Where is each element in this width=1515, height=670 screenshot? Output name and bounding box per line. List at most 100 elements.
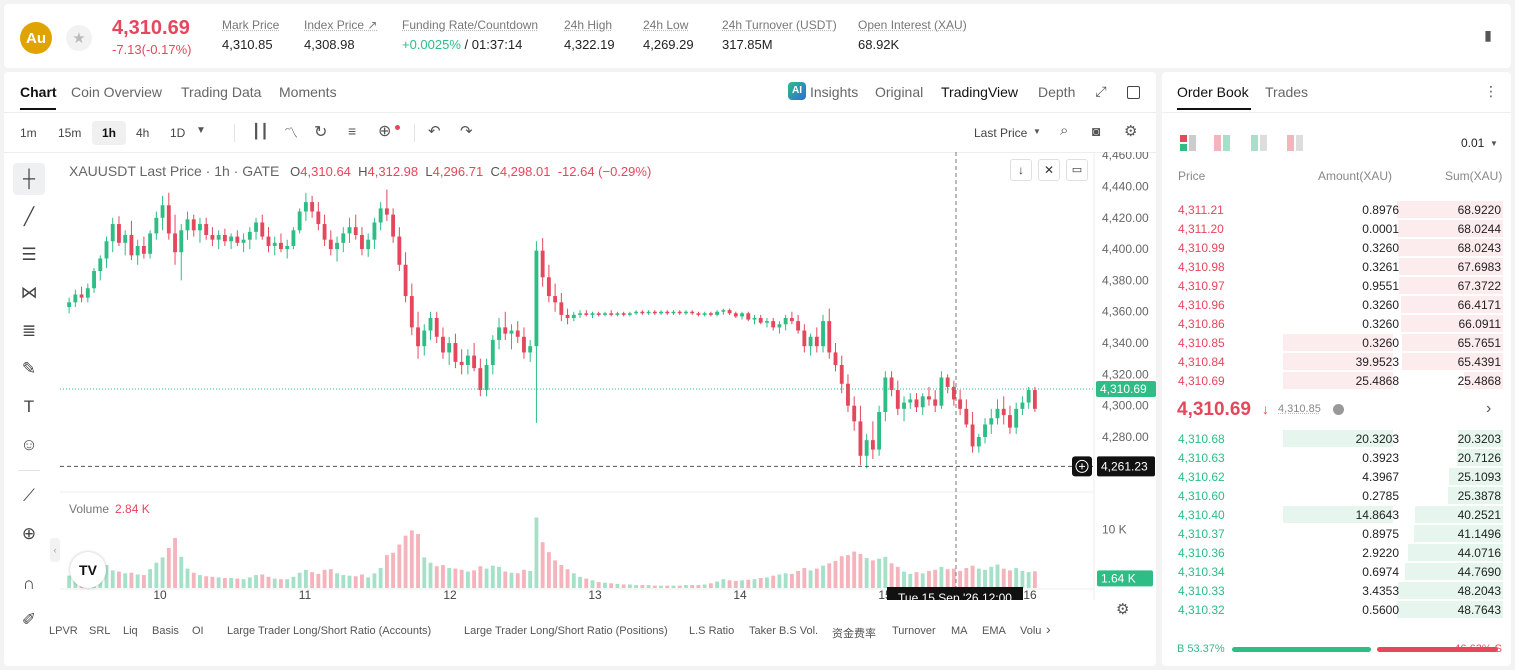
- bid-row[interactable]: 4,310.62 4.3967 25.1093: [1178, 467, 1503, 486]
- ask-row[interactable]: 4,310.86 0.3260 66.0911: [1178, 314, 1503, 333]
- view-bids-icon[interactable]: [1251, 135, 1267, 151]
- interval-1d[interactable]: 1D: [170, 126, 186, 140]
- indicator-turnover[interactable]: Turnover: [892, 625, 936, 637]
- pencil-lock-tool-icon[interactable]: ✐: [21, 610, 37, 629]
- indicator-scroll-right-icon[interactable]: ›: [1046, 621, 1051, 637]
- tab-depth[interactable]: Depth: [1038, 84, 1076, 100]
- ask-row[interactable]: 4,310.85 0.3260 65.7651: [1178, 333, 1503, 352]
- ask-row[interactable]: 4,310.98 0.3261 67.6983: [1178, 257, 1503, 276]
- insights-button[interactable]: Insights: [810, 84, 859, 100]
- candle-style-icon[interactable]: ┃┃: [252, 123, 269, 139]
- indicator-ema[interactable]: EMA: [982, 625, 1006, 637]
- download-icon[interactable]: ↓: [1010, 159, 1032, 181]
- magnet-tool-icon[interactable]: ∩: [22, 574, 36, 593]
- indicator-srl[interactable]: SRL: [89, 625, 111, 637]
- interval-4h[interactable]: 4h: [136, 126, 150, 140]
- tab-moments[interactable]: Moments: [279, 84, 337, 100]
- indicator-volume[interactable]: Volu: [1020, 625, 1042, 637]
- zoom-in-tool-icon[interactable]: ⊕: [21, 524, 37, 543]
- ask-row[interactable]: 4,310.99 0.3260 68.0243: [1178, 238, 1503, 257]
- interval-dropdown-icon[interactable]: ▼: [196, 125, 206, 136]
- fullscreen-icon[interactable]: ⤢: [1095, 83, 1107, 99]
- brush-tool-icon[interactable]: ✎: [21, 359, 37, 378]
- tab-trades[interactable]: Trades: [1265, 84, 1309, 100]
- tab-order-book[interactable]: Order Book: [1177, 84, 1249, 100]
- ask-row[interactable]: 4,311.21 0.8976 68.9220: [1178, 200, 1503, 219]
- indicators-icon[interactable]: 〽: [284, 125, 298, 141]
- indicator-basis[interactable]: Basis: [152, 625, 179, 637]
- collapse-toolbar-icon[interactable]: ‹: [50, 538, 60, 562]
- projection-tool-icon[interactable]: ≣: [21, 321, 37, 340]
- indicator-lt-ratio-positions[interactable]: Large Trader Long/Short Ratio (Positions…: [464, 625, 668, 637]
- templates-icon[interactable]: ≡: [348, 123, 357, 139]
- bid-row[interactable]: 4,310.63 0.3923 20.7126: [1178, 448, 1503, 467]
- stat-index-price[interactable]: Index Price ↗ 4,308.98: [304, 18, 377, 52]
- gear-icon[interactable]: ⚙: [1124, 123, 1138, 140]
- view-both-alt-icon[interactable]: [1214, 135, 1230, 151]
- indicator-oi[interactable]: OI: [192, 625, 204, 637]
- stat-funding-rate[interactable]: Funding Rate/Countdown +0.0025% / 01:37:…: [402, 18, 538, 52]
- add-indicator-icon[interactable]: ⊕: [378, 123, 392, 140]
- camera-icon[interactable]: ◙: [1092, 123, 1101, 139]
- price-chart[interactable]: 4,460.00 4,440.00 4,420.00 4,400.00 4,380.00…: [60, 152, 1156, 600]
- tab-trading-data[interactable]: Trading Data: [181, 84, 262, 100]
- bid-row[interactable]: 4,310.33 3.4353 48.2043: [1178, 581, 1503, 600]
- bid-row[interactable]: 4,310.34 0.6974 44.7690: [1178, 562, 1503, 581]
- chart-settings-icon[interactable]: ⚙: [1116, 601, 1130, 618]
- indicator-ma[interactable]: MA: [951, 625, 968, 637]
- volume-bar: [640, 585, 645, 588]
- favorite-star-icon[interactable]: ★: [66, 25, 92, 51]
- interval-1m[interactable]: 1m: [20, 126, 37, 140]
- text-tool-icon[interactable]: T: [23, 397, 35, 416]
- bid-row[interactable]: 4,310.37 0.8975 41.1496: [1178, 524, 1503, 543]
- ai-insights-icon[interactable]: AI: [788, 82, 806, 100]
- pattern-tool-icon[interactable]: ⋈: [20, 283, 38, 302]
- stat-open-interest[interactable]: Open Interest (XAU) 68.92K: [858, 18, 967, 52]
- price-type-dropdown-icon[interactable]: ▼: [1033, 127, 1041, 136]
- ask-row[interactable]: 4,310.96 0.3260 66.4171: [1178, 295, 1503, 314]
- more-options-icon[interactable]: ⋮: [1484, 83, 1498, 99]
- replay-icon[interactable]: ↻: [314, 124, 328, 141]
- crosshair-tool-icon[interactable]: ┼: [13, 163, 45, 195]
- undo-icon[interactable]: ↶: [428, 123, 441, 140]
- collapse-icon[interactable]: ✕: [1038, 159, 1060, 181]
- indicator-lpvr[interactable]: LPVR: [49, 625, 78, 637]
- emoji-tool-icon[interactable]: ☺: [20, 435, 38, 454]
- view-both-icon[interactable]: [1180, 135, 1196, 151]
- ask-row[interactable]: 4,311.20 0.0001 68.0244: [1178, 219, 1503, 238]
- precision-select[interactable]: 0.01: [1461, 136, 1485, 150]
- book-icon[interactable]: ▮: [1484, 27, 1492, 43]
- stat-mark-price[interactable]: Mark Price 4,310.85: [222, 18, 279, 52]
- ask-row[interactable]: 4,310.69 25.4868 25.4868: [1178, 371, 1503, 390]
- indicator-lt-ratio-accounts[interactable]: Large Trader Long/Short Ratio (Accounts): [227, 625, 432, 637]
- chevron-right-icon[interactable]: ›: [1486, 400, 1492, 417]
- indicator-liq[interactable]: Liq: [123, 625, 138, 637]
- bid-row[interactable]: 4,310.68 20.3203 20.3203: [1178, 429, 1503, 448]
- bid-row[interactable]: 4,310.40 14.8643 40.2521: [1178, 505, 1503, 524]
- redo-icon[interactable]: ↷: [460, 123, 473, 140]
- maximize-pane-icon[interactable]: ▭: [1066, 159, 1088, 181]
- fib-tool-icon[interactable]: ☰: [21, 245, 37, 264]
- indicator-ls-ratio[interactable]: L.S Ratio: [689, 625, 735, 637]
- ruler-tool-icon[interactable]: ⟋: [23, 486, 35, 505]
- bid-row[interactable]: 4,310.32 0.5600 48.7643: [1178, 600, 1503, 619]
- search-icon[interactable]: ⌕: [1060, 122, 1069, 139]
- interval-1h[interactable]: 1h: [102, 126, 117, 140]
- ask-row[interactable]: 4,310.84 39.9523 65.4391: [1178, 352, 1503, 371]
- trendline-tool-icon[interactable]: ╱: [23, 207, 35, 226]
- bid-row[interactable]: 4,310.60 0.2785 25.3878: [1178, 486, 1503, 505]
- tab-coin-overview[interactable]: Coin Overview: [71, 84, 163, 100]
- tab-chart[interactable]: Chart: [20, 84, 57, 100]
- indicator-taker-vol[interactable]: Taker B.S Vol.: [749, 625, 819, 637]
- window-icon[interactable]: [1127, 86, 1140, 99]
- precision-dropdown-icon[interactable]: ▼: [1490, 139, 1498, 148]
- tab-tradingview[interactable]: TradingView: [941, 84, 1019, 100]
- tradingview-logo-icon[interactable]: TV: [70, 552, 106, 588]
- price-type-select[interactable]: Last Price: [974, 126, 1028, 140]
- tab-original[interactable]: Original: [875, 84, 924, 100]
- bid-row[interactable]: 4,310.36 2.9220 44.0716: [1178, 543, 1503, 562]
- indicator-funding-rate[interactable]: 资金费率: [832, 628, 876, 640]
- ask-row[interactable]: 4,310.97 0.9551 67.3722: [1178, 276, 1503, 295]
- view-asks-icon[interactable]: [1287, 135, 1303, 151]
- interval-15m[interactable]: 15m: [58, 126, 82, 140]
